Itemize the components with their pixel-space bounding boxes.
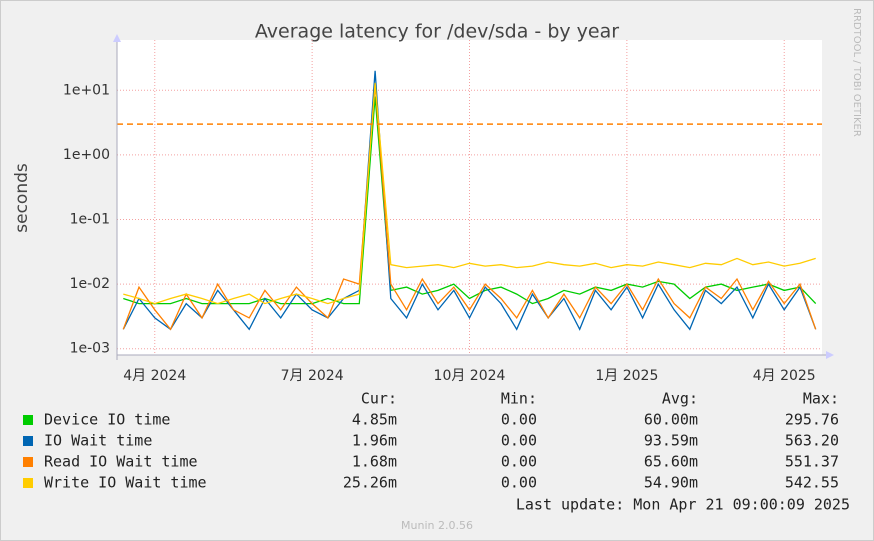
y-axis-label: seconds xyxy=(12,163,32,233)
legend-stat: 0.00 xyxy=(501,474,537,492)
legend-swatch xyxy=(23,478,33,488)
series-line xyxy=(123,82,816,305)
legend: Cur: Min: Avg: Max: Device IO time 4.85m 0.00 6… xyxy=(23,390,839,492)
y-tick-label: 1e-02 xyxy=(70,276,110,292)
legend-stat: 563.20 xyxy=(785,432,839,450)
series-line xyxy=(122,85,817,331)
plot-area xyxy=(117,40,822,355)
legend-header: Cur: xyxy=(361,390,397,408)
chart-title: Average latency for /dev/sda - by year xyxy=(255,21,619,43)
last-update: Last update: Mon Apr 21 09:00:09 2025 xyxy=(516,496,850,514)
legend-stat: 0.00 xyxy=(501,411,537,429)
y-tick-label: 1e-01 xyxy=(70,212,110,228)
lines xyxy=(117,70,822,331)
x-axis-arrow xyxy=(826,351,834,359)
footer: Munin 2.0.56 xyxy=(401,519,473,532)
watermark: RRDTOOL / TOBI OETIKER xyxy=(851,8,862,137)
grid xyxy=(117,40,822,355)
series-line xyxy=(123,96,817,305)
x-tick-label: 10月 2024 xyxy=(434,368,506,384)
y-tick-label: 1e+00 xyxy=(63,147,110,163)
legend-stat: 54.90m xyxy=(644,474,698,492)
legend-stat: 65.60m xyxy=(644,453,698,471)
legend-swatch xyxy=(23,457,33,467)
legend-stat: 60.00m xyxy=(644,411,698,429)
legend-stat: 93.59m xyxy=(644,432,698,450)
legend-stat: 551.37 xyxy=(785,453,839,471)
series-line xyxy=(122,70,817,331)
legend-label: Read IO Wait time xyxy=(44,453,198,471)
legend-stat: 4.85m xyxy=(352,411,397,429)
legend-swatch xyxy=(23,415,33,425)
y-axis-arrow xyxy=(113,34,121,42)
legend-label: Write IO Wait time xyxy=(44,474,207,492)
x-tick-label: 1月 2025 xyxy=(595,368,658,384)
legend-stat: 542.55 xyxy=(785,474,839,492)
y-tick-label: 1e-03 xyxy=(70,341,110,357)
legend-header: Min: xyxy=(501,390,537,408)
x-tick-label: 4月 2024 xyxy=(123,368,186,384)
y-tick-label: 1e+01 xyxy=(63,82,110,98)
x-tick-label: 4月 2025 xyxy=(753,368,816,384)
legend-stat: 0.00 xyxy=(501,453,537,471)
legend-stat: 25.26m xyxy=(343,474,397,492)
legend-label: Device IO time xyxy=(44,411,170,429)
legend-header: Max: xyxy=(803,390,839,408)
legend-stat: 0.00 xyxy=(501,432,537,450)
legend-stat: 1.68m xyxy=(352,453,397,471)
legend-label: IO Wait time xyxy=(44,432,152,450)
legend-header: Avg: xyxy=(662,390,698,408)
legend-stat: 295.76 xyxy=(785,411,839,429)
legend-stat: 1.96m xyxy=(352,432,397,450)
legend-swatch xyxy=(23,436,33,446)
x-tick-label: 7月 2024 xyxy=(281,368,344,384)
